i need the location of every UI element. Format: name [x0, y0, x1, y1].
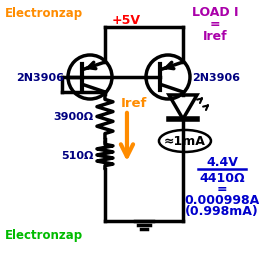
- Text: Electronzap: Electronzap: [5, 6, 83, 19]
- Text: =: =: [210, 18, 220, 30]
- Text: ≈1mA: ≈1mA: [164, 135, 206, 148]
- Text: 3900Ω: 3900Ω: [53, 112, 93, 122]
- Text: 4410Ω: 4410Ω: [199, 172, 245, 185]
- Text: 4.4V: 4.4V: [206, 156, 238, 169]
- Text: 2N3906: 2N3906: [192, 73, 240, 83]
- Text: 0.000998A: 0.000998A: [184, 194, 259, 207]
- Text: Electronzap: Electronzap: [5, 229, 83, 242]
- Text: LOAD I: LOAD I: [192, 6, 238, 19]
- Text: (0.998mA): (0.998mA): [185, 205, 259, 218]
- Text: Iref: Iref: [121, 97, 147, 109]
- Text: +5V: +5V: [112, 13, 140, 26]
- Text: Iref: Iref: [203, 29, 227, 42]
- Text: 2N3906: 2N3906: [16, 73, 64, 83]
- Text: 510Ω: 510Ω: [61, 150, 93, 160]
- Text: =: =: [217, 183, 227, 196]
